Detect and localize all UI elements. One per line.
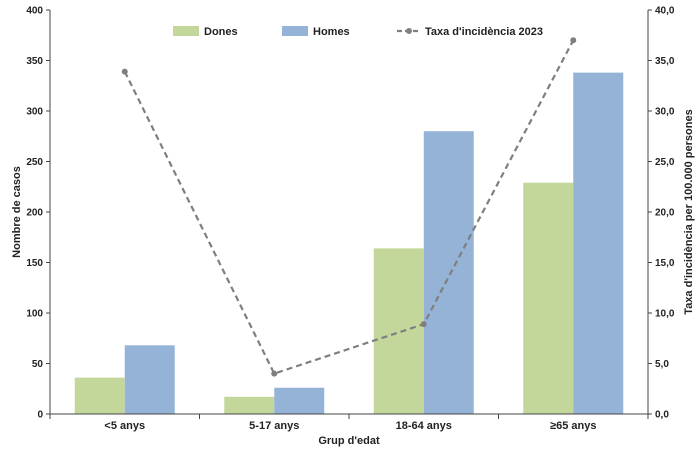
legend-label-homes: Homes	[313, 26, 350, 38]
bar-homes-2	[423, 131, 474, 414]
bars-layer	[74, 72, 624, 415]
bar-dones-0	[74, 377, 125, 414]
y-tick-label: 350	[26, 56, 43, 67]
x-category-label: ≥65 anys	[550, 420, 596, 432]
legend-label-dones: Dones	[204, 26, 238, 38]
line-point-0	[121, 68, 128, 75]
x-category-label: 18-64 anys	[396, 420, 452, 432]
bar-dones-3	[523, 182, 574, 414]
y2-tick-label: 20,0	[655, 208, 675, 219]
y2-tick-label: 0,0	[655, 410, 669, 421]
y-axis-ticks: 0 50 100 150 200 250 300 350 400	[26, 6, 50, 421]
y-tick-label: 100	[26, 309, 43, 320]
legend: Dones Homes Taxa d'incidència 2023	[173, 26, 543, 38]
y-tick-label: 250	[26, 157, 43, 168]
line-taxa-incidencia	[123, 39, 575, 375]
x-category-label: <5 anys	[104, 420, 145, 432]
y2-tick-label: 35,0	[655, 56, 675, 67]
y-axis-title: Nombre de casos	[11, 166, 23, 258]
y-tick-label: 150	[26, 258, 43, 269]
y-tick-label: 50	[32, 359, 44, 370]
y2-tick-label: 5,0	[655, 359, 669, 370]
line-layer	[121, 37, 577, 377]
line-point-2	[420, 321, 427, 328]
line-point-1	[271, 370, 278, 377]
x-axis-categories: <5 anys 5-17 anys 18-64 anys ≥65 anys	[49, 414, 649, 432]
line-point-3	[570, 37, 577, 44]
y2-tick-label: 25,0	[655, 157, 675, 168]
legend-swatch-homes	[282, 26, 308, 36]
bar-homes-3	[573, 72, 624, 415]
y2-axis-title: Taxa d'incidència per 100.000 persones	[683, 109, 695, 314]
legend-label-taxa: Taxa d'incidència 2023	[425, 26, 543, 38]
y-tick-label: 200	[26, 208, 43, 219]
y2-tick-label: 15,0	[655, 258, 675, 269]
bar-dones-1	[224, 396, 275, 414]
y-tick-label: 0	[37, 410, 43, 421]
x-axis-title: Grup d'edat	[318, 435, 380, 447]
bar-homes-1	[274, 387, 325, 414]
y2-axis-ticks: 0,0 5,0 10,0 15,0 20,0 25,0 30,0 35,0 40,0	[648, 6, 675, 421]
y2-tick-label: 30,0	[655, 107, 675, 118]
x-category-label: 5-17 anys	[249, 420, 299, 432]
y-tick-label: 300	[26, 107, 43, 118]
y2-tick-label: 40,0	[655, 6, 675, 17]
y-tick-label: 400	[26, 6, 43, 17]
bar-dones-2	[373, 248, 424, 414]
legend-swatch-taxa-marker	[406, 28, 412, 34]
y2-tick-label: 10,0	[655, 309, 675, 320]
bar-homes-0	[124, 345, 175, 414]
legend-swatch-dones	[173, 26, 199, 36]
